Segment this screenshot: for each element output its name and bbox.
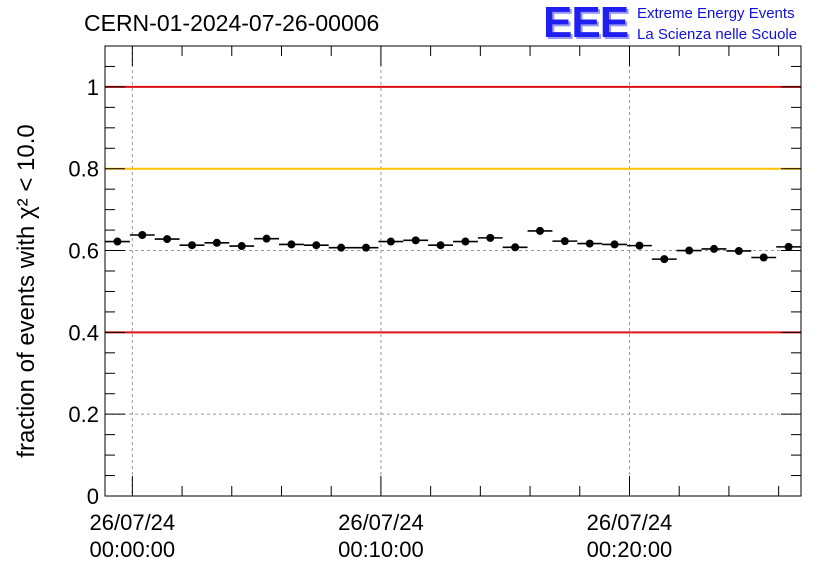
logo-text-line1: Extreme Energy Events [637,5,795,22]
plot-frame [104,45,802,497]
data-point [362,243,370,252]
data-point [784,242,793,251]
x-tick-time-label: 00:20:00 [587,537,673,562]
data-point [411,236,420,245]
data-point [660,255,669,264]
data-point [585,239,594,248]
data-point [461,237,470,246]
data-point [138,231,147,239]
y-tick-label: 0.2 [68,402,99,427]
x-tick-time-label: 00:10:00 [338,537,424,562]
logo-text-line2: La Scienza nelle Scuole [637,26,798,43]
data-point [337,243,346,252]
x-tick-date-label: 26/07/24 [338,510,424,535]
data-point [511,243,520,252]
x-tick-time-label: 00:00:00 [90,537,176,562]
x-tick-date-label: 26/07/24 [587,510,673,535]
data-point [486,233,495,242]
data-point [212,238,221,247]
data-point [536,226,544,235]
data-point [262,234,271,243]
data-point [759,253,768,262]
data-point [635,241,644,250]
y-tick-label: 1 [87,75,99,100]
data-point [163,235,172,244]
y-axis-label: fraction of events with χ² < 10.0 [13,124,40,457]
data-point [734,246,743,255]
data-point [436,241,445,250]
y-tick-label: 0.8 [68,157,99,182]
data-point [610,240,619,249]
data-point [685,246,694,255]
chart-title: CERN-01-2024-07-26-00006 [84,10,380,36]
data-point [312,241,321,250]
data-point [113,237,122,246]
data-point [237,242,246,251]
data-point [386,237,395,246]
x-tick-date-label: 26/07/24 [90,510,176,535]
y-tick-label: 0 [87,484,99,509]
y-tick-label: 0.4 [68,320,99,345]
data-point [287,240,296,249]
y-tick-label: 0.6 [68,239,99,264]
data-point [188,241,196,250]
data-point [710,244,718,253]
eee-logo-mark: EEE [543,0,629,47]
data-point [560,237,569,246]
